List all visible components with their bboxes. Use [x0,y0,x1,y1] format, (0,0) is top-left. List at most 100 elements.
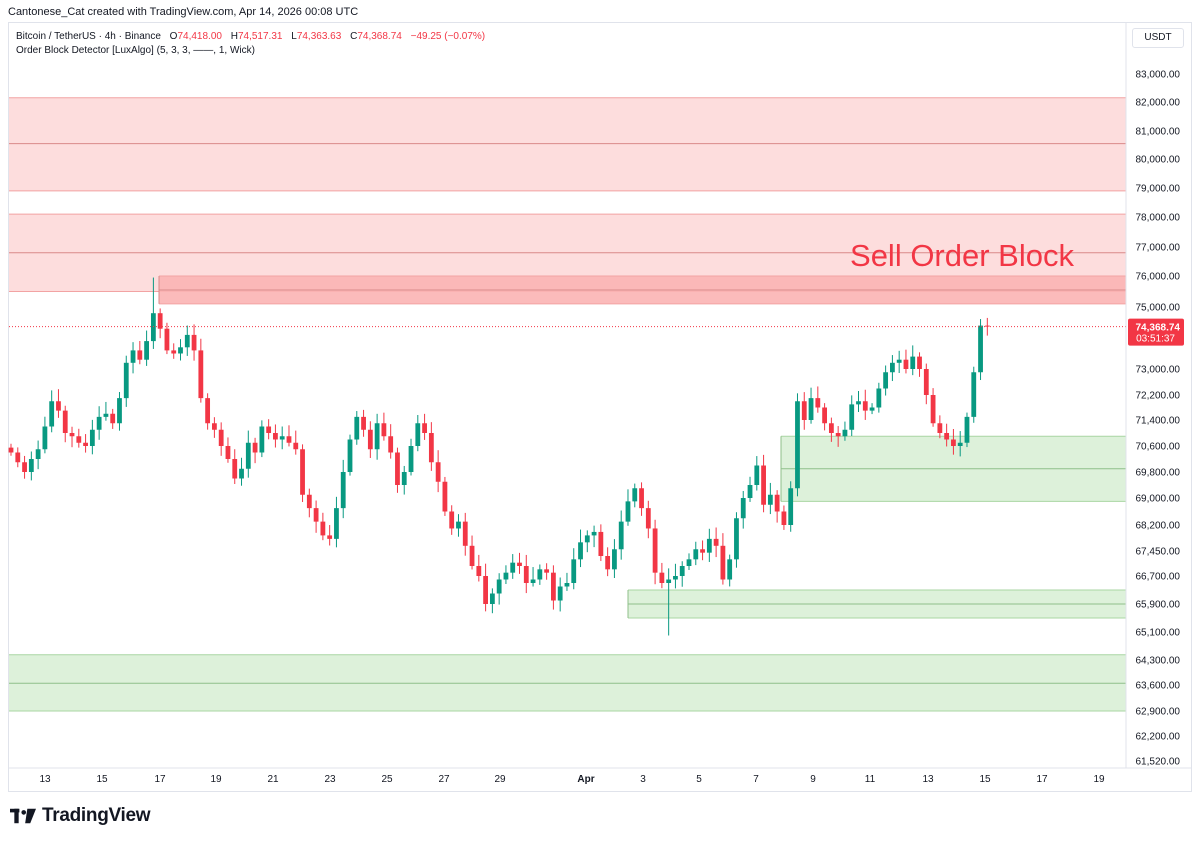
candle-body [659,572,665,583]
candle-body [591,531,597,536]
candle-body [184,334,190,348]
candle-body [367,429,373,450]
price-tick-label: 62,900.00 [1136,707,1181,718]
candle [408,438,414,476]
candle [808,387,814,424]
candle [164,322,170,355]
candle [252,437,258,464]
candle [428,422,434,471]
candle [123,355,129,407]
candle [76,428,82,448]
candle-body [571,559,577,583]
candle [198,338,204,403]
candle [564,572,570,591]
candle-body [361,416,366,430]
candle [517,552,522,574]
candle-body [856,401,861,405]
price-tick-label: 81,000.00 [1136,127,1181,138]
candle-body [320,521,326,536]
candle [435,450,441,493]
candle [374,413,380,460]
candle-body [327,535,333,539]
candle [842,421,848,441]
candle-body [347,439,353,472]
price-tick-label: 83,000.00 [1136,70,1181,81]
candle [788,481,794,532]
date-tick-label: 17 [1036,774,1048,785]
last-price-badge [1128,318,1184,346]
price-tick-label: 69,000.00 [1136,494,1181,505]
candle-body [225,446,231,459]
date-tick-label: 19 [210,774,222,785]
candle-body [374,423,380,450]
high-value: 74,517.31 [237,31,283,42]
candle-body [137,350,143,360]
date-tick-label: 15 [979,774,991,785]
candle [157,308,163,339]
candle-body [212,423,217,430]
price-tick-label: 64,300.00 [1136,656,1181,667]
candle [184,325,190,356]
candle [795,393,800,497]
candle [591,525,597,548]
candle-body [632,488,638,502]
candle [944,423,950,447]
candle-body [489,593,495,604]
candle-body [544,569,550,573]
candle-body [978,325,983,373]
indicator-legend-row[interactable]: Order Block Detector [LuxAlgo] (5, 3, 3,… [16,45,255,56]
candle [578,529,583,568]
candle-body [8,447,14,453]
candle-body [774,494,780,512]
candle [415,415,421,452]
low-label: L [291,31,297,42]
candle [632,483,638,508]
price-tick-label: 66,700.00 [1136,572,1181,583]
candle [239,457,244,486]
tradingview-brand[interactable]: TradingView [10,805,151,827]
candle-body [618,521,624,550]
candle-body [883,372,889,389]
candle-body [754,465,760,485]
date-tick-label: 19 [1093,774,1105,785]
candle [930,388,936,427]
candle [62,405,68,443]
candle [734,512,739,568]
candle-body [83,442,88,446]
candle-body [923,369,929,395]
candle [15,447,21,468]
candle-body [727,559,733,580]
candle-body [171,350,177,354]
candle-body [788,488,794,525]
close-value: 74,368.74 [357,31,402,42]
candle-body [428,433,434,463]
candle-body [42,426,48,450]
candle-body [815,398,821,408]
candle [727,554,733,587]
candle [395,447,400,493]
candle-body [130,350,136,363]
candle [144,330,149,366]
date-tick-label: 21 [267,774,279,785]
price-tick-label: 62,200.00 [1136,732,1181,743]
candle-body [842,429,848,437]
currency-button[interactable]: USDT [1132,28,1184,48]
candle-body [144,341,149,360]
candle [42,416,48,454]
candle-body [510,562,516,573]
candle-body [551,572,556,601]
candle-body [537,569,543,580]
candle-body [517,562,522,566]
candle [557,577,563,612]
candle-body [245,442,251,469]
candle-body [822,407,827,424]
candle [89,419,95,455]
symbol-title[interactable]: Bitcoin / TetherUS · 4h · Binance [16,31,161,42]
candle [957,431,963,457]
low-value: 74,363.63 [296,31,342,42]
candle-body [157,313,163,329]
candle-body [239,468,244,479]
price-tick-label: 78,000.00 [1136,213,1181,224]
candle [625,489,631,526]
